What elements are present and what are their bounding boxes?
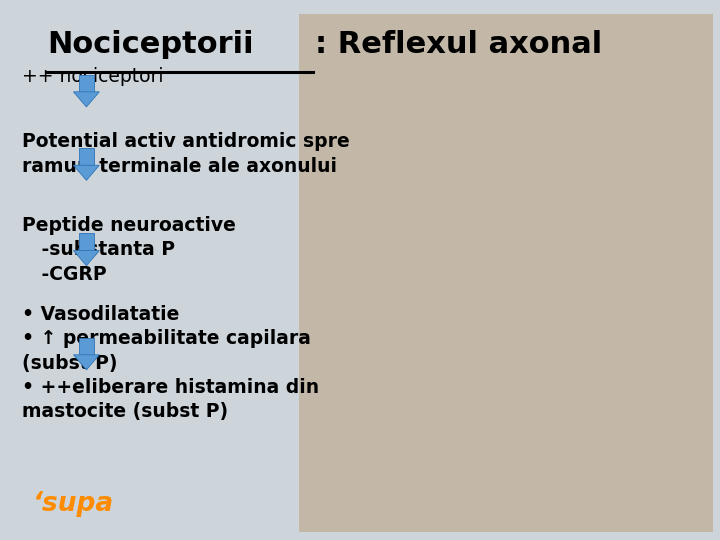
Text: • Vasodilatatie
• ↑ permeabilitate capilara
(subst P)
• ++eliberare histamina di: • Vasodilatatie • ↑ permeabilitate capil…: [22, 305, 319, 421]
Text: Nociceptorii: Nociceptorii: [47, 30, 253, 59]
Polygon shape: [73, 165, 99, 180]
Text: ++ nociceptori: ++ nociceptori: [22, 68, 163, 86]
FancyBboxPatch shape: [79, 338, 94, 355]
FancyBboxPatch shape: [299, 14, 713, 532]
FancyBboxPatch shape: [79, 148, 94, 165]
FancyBboxPatch shape: [79, 233, 94, 251]
Polygon shape: [73, 92, 99, 107]
FancyBboxPatch shape: [79, 75, 94, 92]
Text: : Reflexul axonal: : Reflexul axonal: [315, 30, 602, 59]
Polygon shape: [73, 355, 99, 370]
Text: Potential activ antidromic spre
ramuri terminale ale axonului: Potential activ antidromic spre ramuri t…: [22, 132, 349, 176]
Text: ‘supa: ‘supa: [32, 491, 114, 517]
Text: Peptide neuroactive
   -substanta P
   -CGRP: Peptide neuroactive -substanta P -CGRP: [22, 216, 235, 284]
Polygon shape: [73, 251, 99, 266]
